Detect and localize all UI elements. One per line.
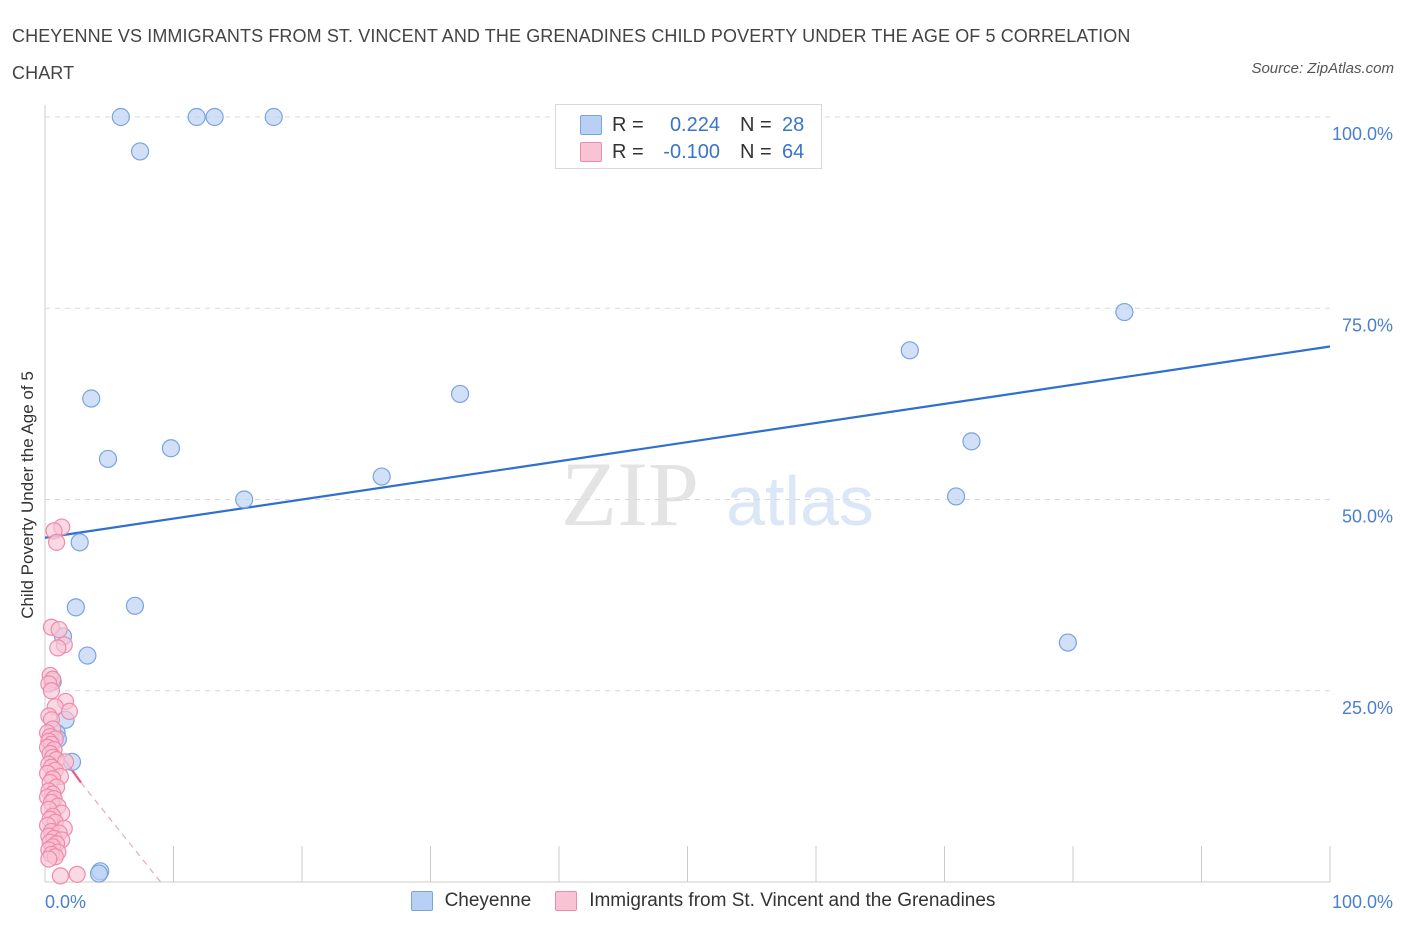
n-label: N = — [740, 140, 772, 163]
cheyenne-point — [70, 533, 89, 552]
watermark: ZIP atlas — [561, 443, 874, 545]
n-value-immigrants: 64 — [782, 140, 805, 163]
x-tick-label: 100.0% — [1332, 892, 1393, 912]
watermark-atlas: atlas — [726, 462, 874, 540]
legend-row-cheyenne: R = 0.224 N = 28 — [580, 114, 804, 136]
chart-title: CHEYENNE VS IMMIGRANTS FROM ST. VINCENT … — [12, 26, 1131, 83]
cheyenne-point — [900, 341, 919, 360]
series-legend: Cheyenne Immigrants from St. Vincent and… — [0, 890, 1406, 912]
cheyenne-point — [264, 107, 283, 127]
watermark-zip: ZIP — [561, 443, 699, 545]
cheyenne-point — [187, 107, 206, 127]
immigrants-point — [40, 850, 58, 868]
cheyenne-point — [130, 142, 150, 161]
cheyenne-point — [78, 646, 97, 665]
series-swatch-pink — [555, 891, 578, 911]
cheyenne-point — [1115, 302, 1134, 322]
y-tick-label: 25.0% — [1342, 698, 1393, 718]
cheyenne-point — [89, 864, 109, 883]
cheyenne-point — [98, 449, 118, 469]
r-value-immigrants: -0.100 — [663, 140, 720, 163]
cheyenne-point — [372, 467, 391, 486]
cheyenne-point — [161, 439, 181, 458]
legend-row-immigrants: R = -0.100 N = 64 — [580, 141, 804, 163]
correlation-legend: R = 0.224 N = 28 R = -0.100 N = 64 — [555, 104, 822, 169]
immigrants-point — [47, 533, 66, 551]
cheyenne-point — [946, 487, 966, 506]
series-swatch-blue — [410, 891, 433, 911]
cheyenne-point — [66, 598, 85, 617]
r-value-cheyenne: 0.224 — [669, 113, 720, 136]
y-tick-label: 100.0% — [1332, 124, 1393, 144]
n-label: N = — [740, 113, 772, 136]
immigrants-point — [60, 702, 79, 721]
cheyenne-point — [235, 490, 254, 509]
cheyenne-point — [111, 107, 130, 127]
cheyenne-point — [125, 596, 145, 615]
series-name-immigrants: Immigrants from St. Vincent and the Gren… — [589, 890, 996, 911]
series-legend-immigrants[interactable]: Immigrants from St. Vincent and the Gren… — [555, 890, 995, 912]
cheyenne-point — [1058, 633, 1077, 652]
immigrants-point — [49, 639, 67, 657]
cheyenne-point — [450, 384, 470, 404]
immigrants-point — [50, 620, 68, 639]
y-tick-label: 75.0% — [1342, 315, 1393, 335]
cheyenne-point — [82, 389, 101, 408]
immigrants-point — [42, 682, 61, 700]
r-label: R = — [612, 113, 644, 136]
cheyenne-trendline — [44, 345, 1331, 539]
r-label: R = — [612, 140, 644, 163]
source-credit: Source: ZipAtlas.com — [1251, 60, 1394, 77]
x-tick-label: 0.0% — [45, 892, 86, 912]
immigrants-point — [51, 867, 70, 885]
n-value-cheyenne: 28 — [782, 113, 805, 136]
legend-swatch-blue — [580, 115, 602, 135]
series-legend-cheyenne[interactable]: Cheyenne — [410, 890, 532, 912]
y-tick-label: 50.0% — [1342, 507, 1393, 527]
cheyenne-point — [205, 107, 224, 127]
series-name-cheyenne: Cheyenne — [444, 890, 532, 911]
immigrants-point — [68, 865, 86, 883]
cheyenne-point — [962, 432, 981, 451]
legend-swatch-pink — [580, 142, 602, 162]
